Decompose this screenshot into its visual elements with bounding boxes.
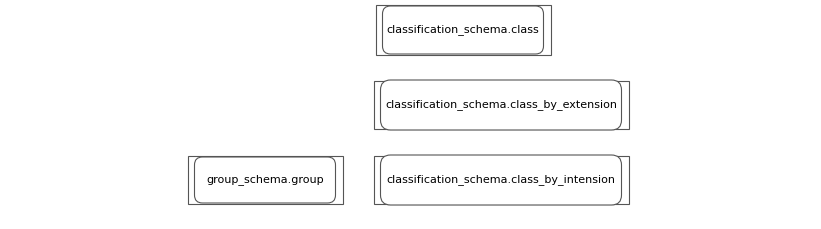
Bar (374, 81, 629, 129)
Bar (374, 156, 629, 204)
Text: classification_schema.class_by_intension: classification_schema.class_by_intension (387, 174, 616, 185)
Text: classification_schema.class: classification_schema.class (387, 25, 539, 35)
Text: classification_schema.class_by_extension: classification_schema.class_by_extension (385, 100, 617, 110)
Bar (375, 5, 551, 55)
FancyBboxPatch shape (195, 157, 336, 203)
FancyBboxPatch shape (380, 80, 621, 130)
FancyBboxPatch shape (383, 6, 544, 54)
Text: group_schema.group: group_schema.group (206, 174, 323, 185)
Bar (187, 156, 342, 204)
FancyBboxPatch shape (380, 155, 621, 205)
